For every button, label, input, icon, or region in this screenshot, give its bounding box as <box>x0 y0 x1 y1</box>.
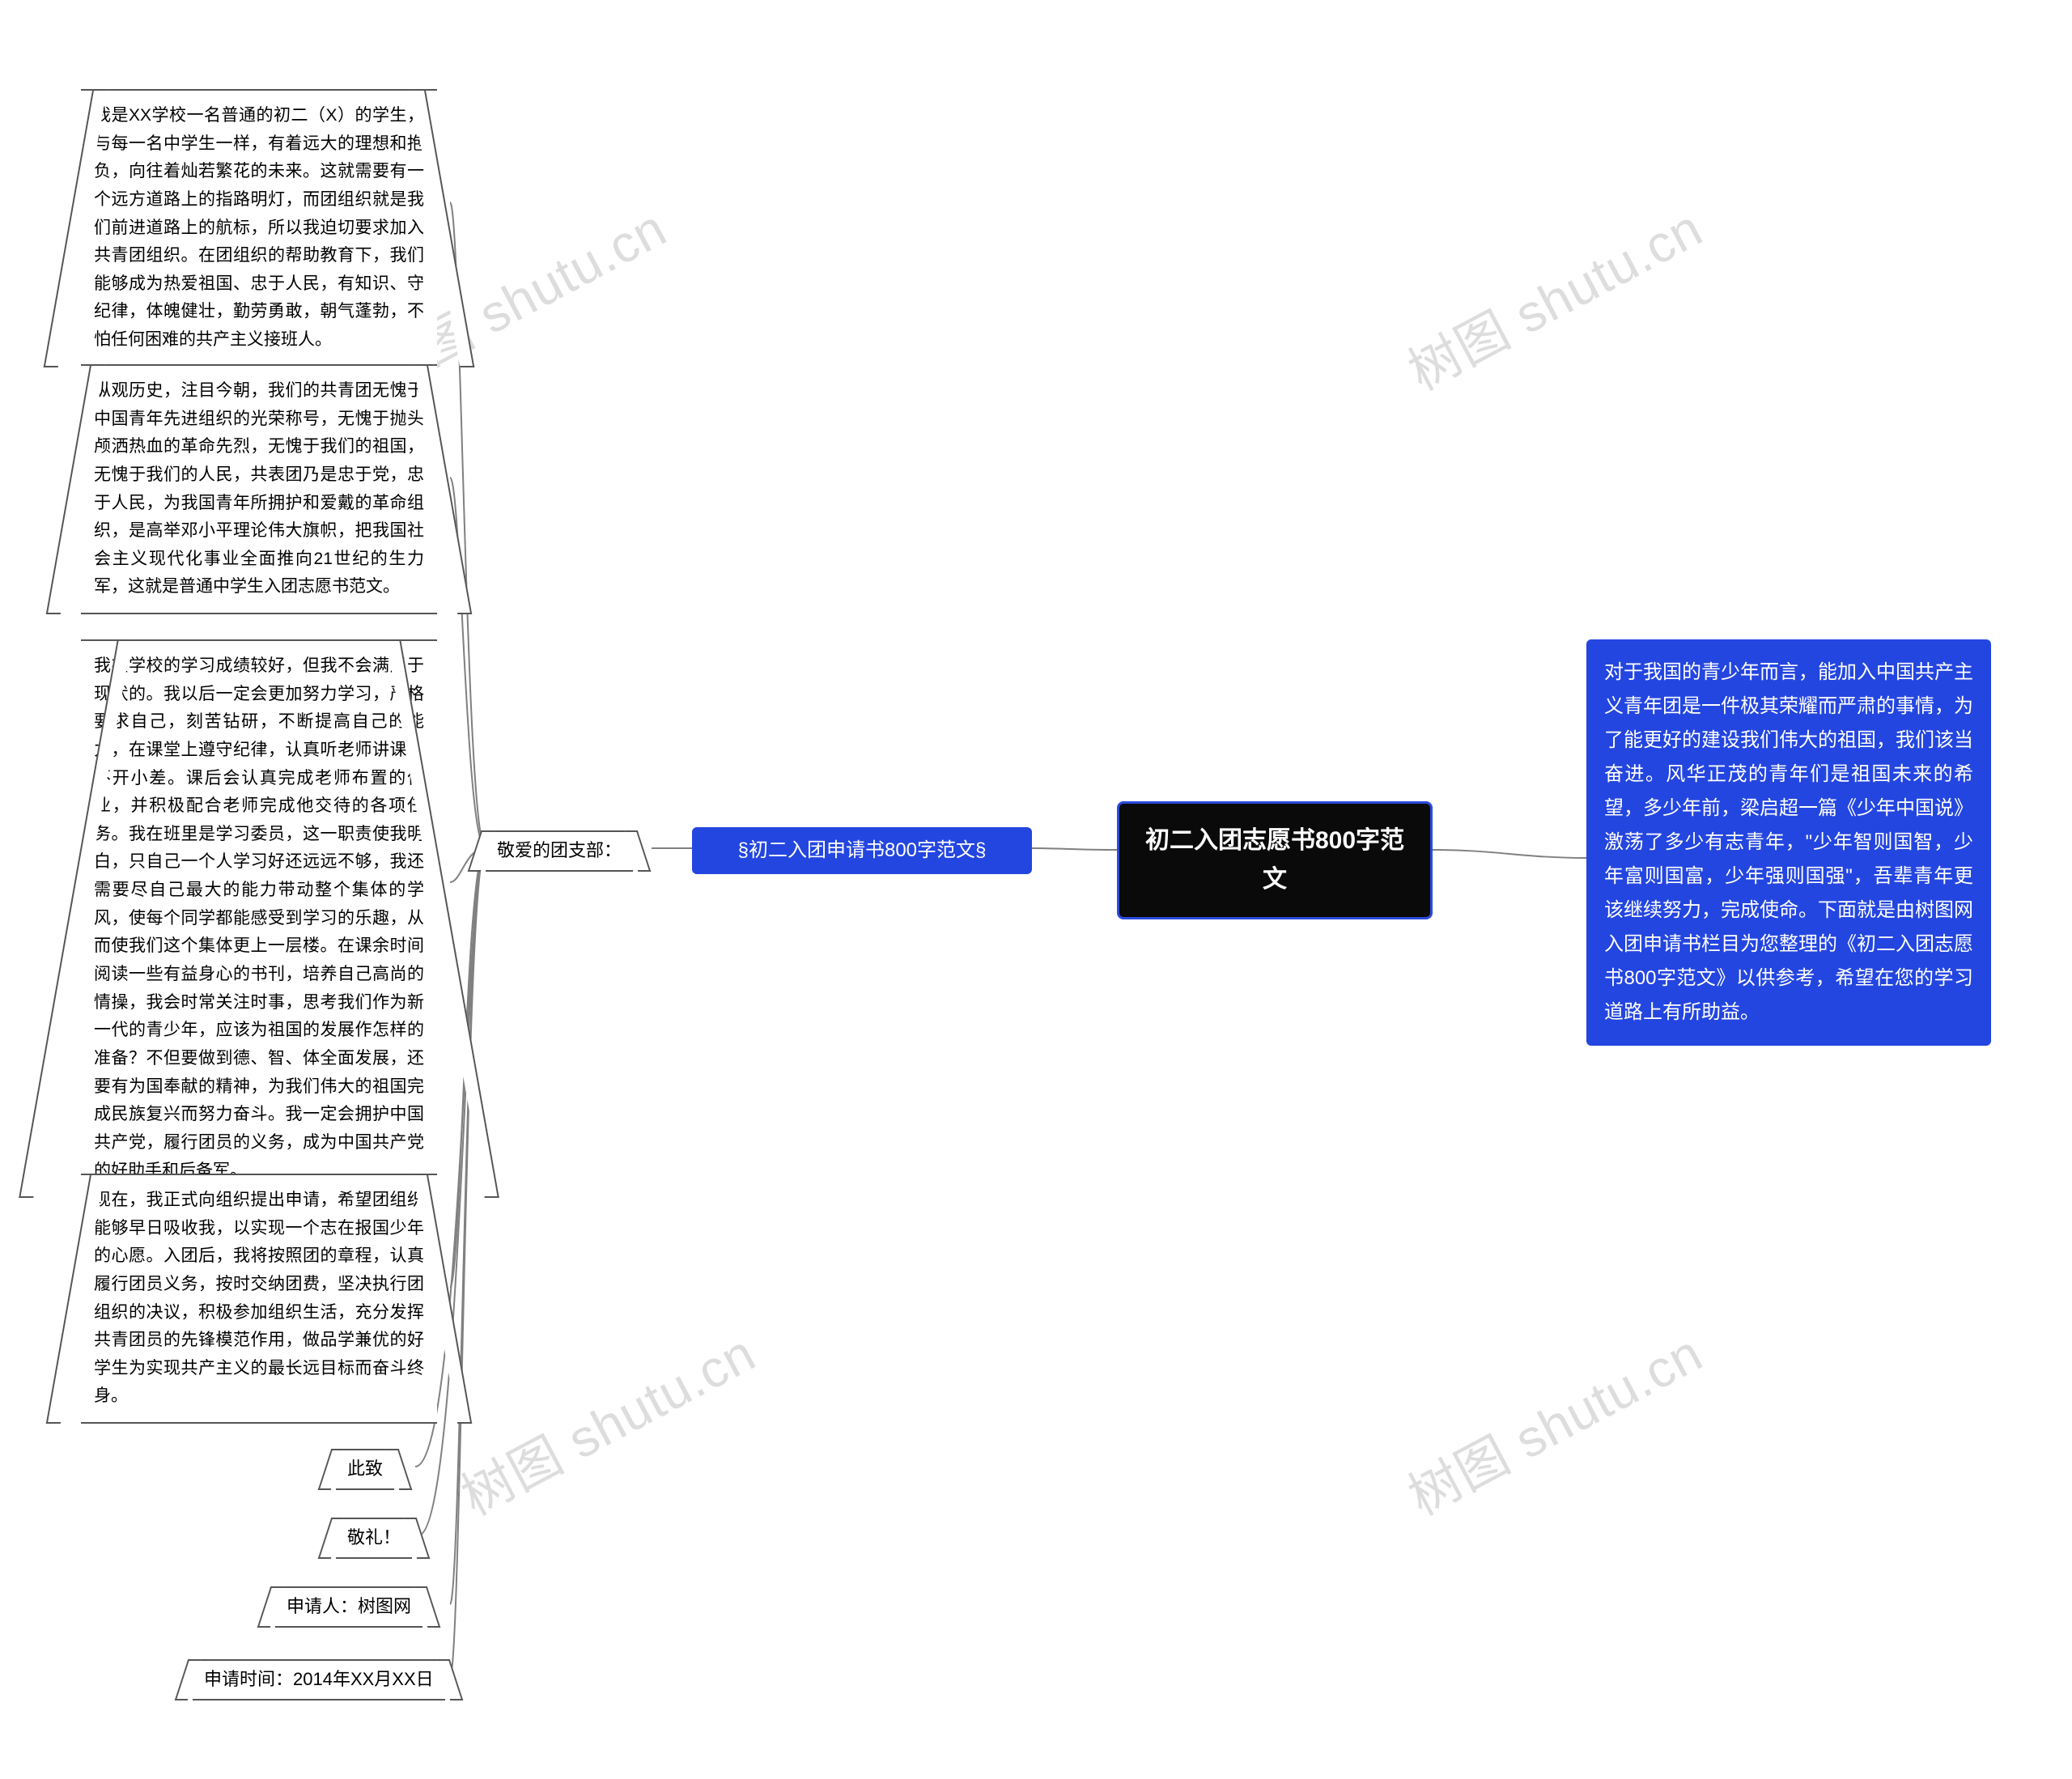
date-node[interactable]: 申请时间：2014年XX月XX日 <box>193 1659 445 1700</box>
salutation-node[interactable]: 敬爱的团支部： <box>486 830 633 872</box>
salutation-label: 敬爱的团支部： <box>486 830 633 872</box>
watermark: 树图 shutu.cn <box>1394 188 1713 405</box>
root-node[interactable]: 初二入团志愿书800字范 文 <box>1117 801 1433 919</box>
mindmap-canvas: 树图 shutu.cn 树图 shutu.cn 树图 shutu.cn 树图 s… <box>0 0 2072 1779</box>
closing-jingli[interactable]: 敬礼！ <box>336 1518 412 1559</box>
paragraph-3[interactable]: 我在学校的学习成绩较好，但我不会满足于现状的。我以后一定会更加努力学习，严格要求… <box>81 639 437 1198</box>
root-title-line1: 初二入团志愿书800字范 <box>1145 827 1404 854</box>
paragraph-2[interactable]: 纵观历史，注目今朝，我们的共青团无愧于中国青年先进组织的光荣称号，无愧于抛头颅洒… <box>81 364 437 614</box>
paragraph-4[interactable]: 现在，我正式向组织提出申请，希望团组织能够早日吸收我，以实现一个志在报国少年的心… <box>81 1174 437 1424</box>
root-title-line2: 文 <box>1263 866 1287 893</box>
applicant-label: 申请人：树图网 <box>275 1586 422 1628</box>
watermark: 树图 shutu.cn <box>447 1313 766 1530</box>
right-description[interactable]: 对于我国的青少年而言，能加入中国共产主义青年团是一件极其荣耀而严肃的事情，为了能… <box>1586 639 1991 1046</box>
applicant-node[interactable]: 申请人：树图网 <box>275 1586 422 1628</box>
closing-cizhi-label: 此致 <box>336 1449 394 1490</box>
paragraph-1[interactable]: 我是XX学校一名普通的初二（X）的学生，与每一名中学生一样，有着远大的理想和抱负… <box>81 89 437 367</box>
closing-jingli-label: 敬礼！ <box>336 1518 412 1559</box>
section-title[interactable]: §初二入团申请书800字范文§ <box>692 827 1032 874</box>
closing-cizhi[interactable]: 此致 <box>336 1449 394 1490</box>
date-label: 申请时间：2014年XX月XX日 <box>193 1659 445 1700</box>
watermark: 树图 shutu.cn <box>1394 1313 1713 1530</box>
